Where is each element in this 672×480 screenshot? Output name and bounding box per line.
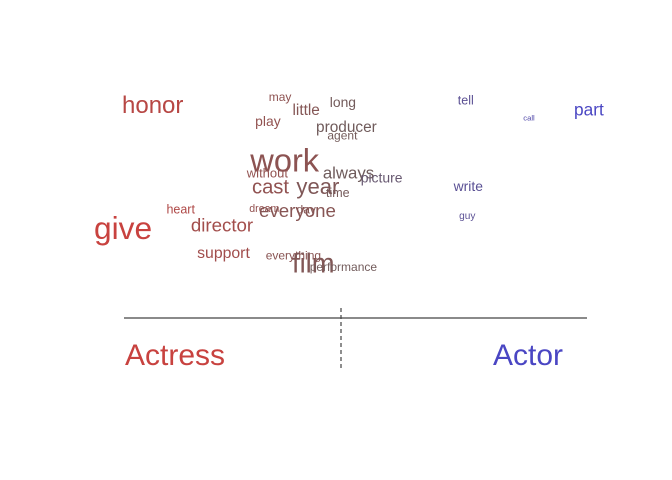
word-work: work bbox=[249, 142, 319, 179]
word-always: always bbox=[323, 164, 374, 183]
word-play: play bbox=[255, 113, 281, 129]
word-honor: honor bbox=[122, 92, 183, 119]
words-layer: honor may long tell little part call play produc… bbox=[94, 90, 604, 278]
word-year: year bbox=[296, 174, 339, 199]
word-director: director bbox=[191, 215, 253, 236]
word-little: little bbox=[293, 102, 320, 119]
word-everyone: everyone bbox=[259, 200, 336, 221]
word-tell: tell bbox=[458, 94, 474, 108]
word-agent: agent bbox=[327, 129, 358, 143]
word-part: part bbox=[574, 99, 604, 119]
word-dream: dream bbox=[249, 203, 279, 215]
word-time: time bbox=[326, 186, 350, 200]
word-without: without bbox=[246, 166, 289, 181]
word-call: call bbox=[523, 113, 535, 122]
word-cast: cast bbox=[252, 176, 289, 198]
word-long: long bbox=[330, 94, 356, 110]
word-may: may bbox=[269, 90, 292, 104]
word-performance: performance bbox=[310, 260, 378, 274]
category-label-actor: Actor bbox=[493, 339, 563, 372]
word-give: give bbox=[94, 210, 152, 246]
word-picture: picture bbox=[361, 170, 403, 186]
word-heart: heart bbox=[166, 203, 195, 217]
word-film: film bbox=[292, 248, 335, 279]
category-label-actress: Actress bbox=[125, 339, 225, 372]
word-everything: everything bbox=[266, 249, 321, 263]
word-support: support bbox=[197, 245, 250, 262]
word-producer: producer bbox=[316, 119, 377, 136]
word-guy: guy bbox=[459, 211, 476, 222]
word-write: write bbox=[453, 178, 484, 194]
word-day: day bbox=[297, 202, 316, 216]
